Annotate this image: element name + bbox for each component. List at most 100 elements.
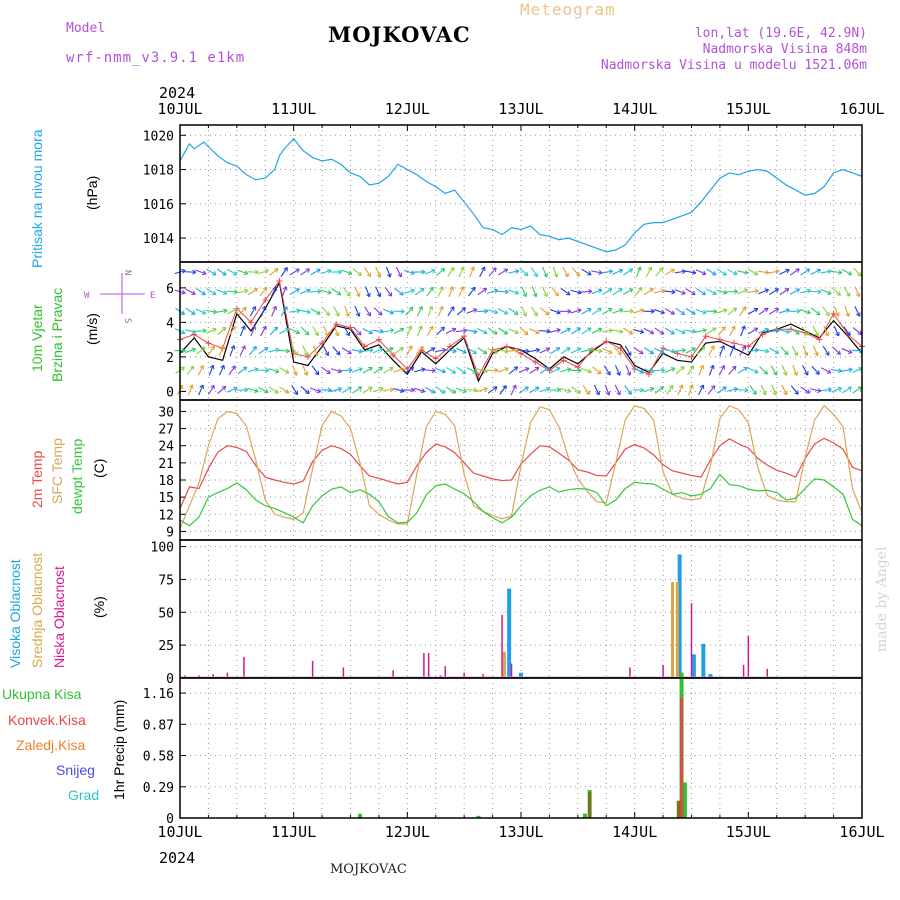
temp-ytick-label: 27 <box>158 423 174 438</box>
wind-arrow-head <box>775 269 780 274</box>
wind-arrow <box>498 268 508 276</box>
wind-arrow-head <box>795 288 801 293</box>
wind-arrow-head <box>587 347 593 353</box>
wind-arrow <box>729 325 736 337</box>
wind-arrow <box>707 385 716 395</box>
wind-arrow-head <box>617 350 622 356</box>
wind-arrow-head <box>411 387 415 393</box>
wind-arrow-head <box>376 292 382 298</box>
wind-arrow <box>549 329 561 333</box>
wind-arrow <box>705 310 717 313</box>
wind-arrow <box>320 289 332 294</box>
pressure-ytick-label: 1020 <box>143 129 174 144</box>
wind-arrow <box>207 385 215 395</box>
wind-arrow-head <box>649 329 655 335</box>
wind-arrow <box>310 308 321 315</box>
wind-arrow <box>550 347 561 355</box>
wind-arrow <box>382 329 394 333</box>
wind-arrow-head <box>210 384 215 390</box>
wind-arrow-head <box>806 309 811 315</box>
wind-arrow-head <box>567 308 572 314</box>
wind-arrow-head <box>692 269 697 275</box>
wind-arrow-head <box>272 286 278 291</box>
wind-arrow-head <box>723 289 728 295</box>
wind-arrow-head <box>814 351 819 357</box>
wind-arrow <box>696 346 706 356</box>
temp-ytick-label: 21 <box>158 457 174 472</box>
wind-arrow <box>633 367 644 374</box>
wind-arrow <box>228 326 236 336</box>
wind-arrow <box>289 328 300 334</box>
wind-arrow <box>437 306 444 317</box>
wind-arrow <box>604 384 610 396</box>
wind-arrow <box>832 287 841 296</box>
wind-arrow-head <box>619 329 624 334</box>
wind-arrow-head <box>649 349 654 355</box>
cloud-bar-low <box>423 653 425 678</box>
wind-arrow-head <box>577 367 582 373</box>
wind-arrow-head <box>304 330 310 336</box>
wind-arrow <box>299 289 311 295</box>
wind-arrow <box>229 345 235 356</box>
wind-arrow-head <box>274 268 279 273</box>
wind-arrow-head <box>262 325 267 331</box>
wind-arrow <box>820 288 832 295</box>
wind-arrow <box>560 327 571 335</box>
wind-arrow-head <box>223 308 228 314</box>
wind-arrow-head <box>439 305 444 311</box>
wind-arrow <box>601 270 613 274</box>
wind-arrow-head <box>472 369 477 374</box>
wind-arrow <box>196 346 206 355</box>
wind-arrow-head <box>366 272 372 278</box>
wind-arrow-head <box>462 388 467 394</box>
wind-arrow-head <box>847 386 852 391</box>
wind-arrow-head <box>306 309 311 315</box>
wind-arrow-head <box>283 306 288 311</box>
wind-arrow-head <box>733 289 738 295</box>
wind-arrow <box>289 288 300 295</box>
wind-arrow <box>802 365 809 376</box>
wind-arrow <box>623 327 634 335</box>
wind-arrow-head <box>473 329 478 334</box>
wind-arrow <box>759 366 768 375</box>
wind-arrow <box>310 387 321 393</box>
wind-gust-marker <box>461 333 468 340</box>
wind-arrow-head <box>556 387 561 393</box>
wind-arrow <box>497 348 509 353</box>
wind-arrow-head <box>231 325 236 331</box>
wind-arrow-head <box>774 288 780 293</box>
wind-arrow-head <box>523 330 529 336</box>
wind-label-2: Brzina i Pravac <box>49 288 65 382</box>
temp-unit: (C) <box>91 459 107 478</box>
wind-arrow <box>302 365 308 376</box>
wind-arrow <box>706 288 717 295</box>
wind-arrow <box>768 329 780 333</box>
wind-arrow <box>654 386 664 394</box>
wind-arrow <box>466 389 478 391</box>
wind-arrow <box>653 369 665 372</box>
wind-arrow <box>488 267 497 277</box>
wind-arrow-head <box>295 268 300 273</box>
wind-arrow-head <box>336 290 342 296</box>
wind-arrow-head <box>598 269 603 275</box>
wind-arrow-head <box>741 345 746 350</box>
wind-arrow-head <box>303 371 309 376</box>
wind-arrow-head <box>524 367 530 372</box>
wind-arrow-head <box>264 388 269 394</box>
wind-arrow <box>645 266 652 278</box>
wind-arrow-head <box>814 331 819 337</box>
wind-arrow <box>625 365 631 376</box>
wind-arrow-head <box>855 292 861 298</box>
wind-arrow-head <box>282 286 288 291</box>
wind-arrow-head <box>473 387 478 393</box>
temp-ytick-label: 24 <box>158 440 174 455</box>
wind-arrow <box>323 325 329 337</box>
wind-arrow-head <box>251 306 257 311</box>
wind-arrow-head <box>795 268 800 273</box>
wind-arrow <box>257 269 269 275</box>
wind-arrow <box>507 270 519 274</box>
wind-arrow-head <box>671 348 676 354</box>
wind-arrow-head <box>514 329 519 335</box>
model-elevation-label: Nadmorska Visina u modelu 1521.06m <box>600 58 867 73</box>
wind-arrow <box>542 266 548 278</box>
